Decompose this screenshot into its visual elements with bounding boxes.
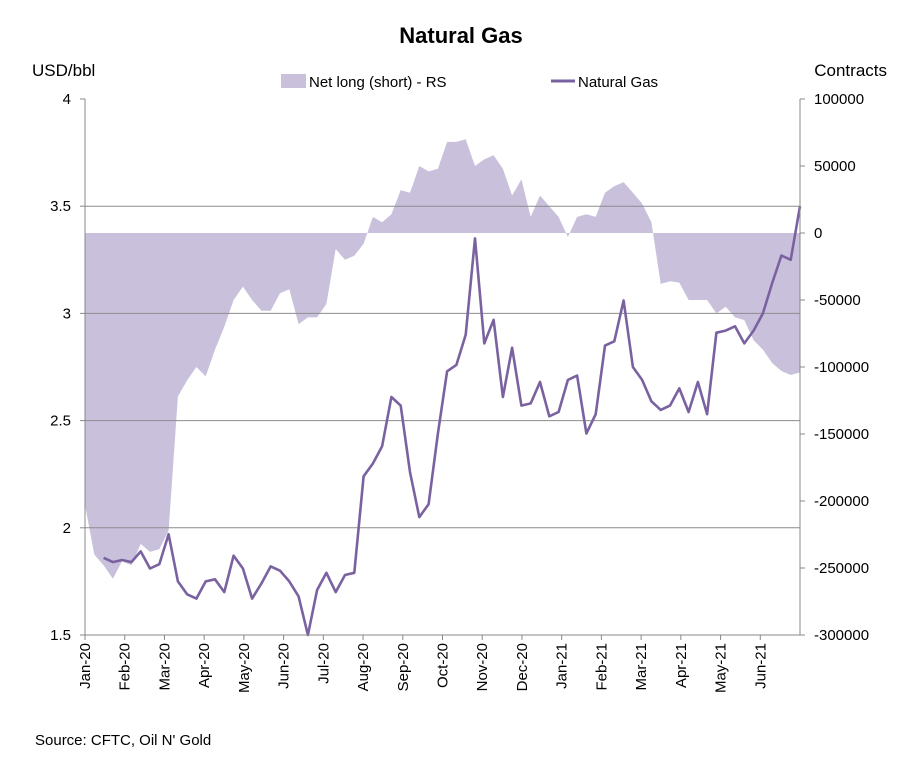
right-tick-label: -150000 [814,426,869,443]
x-tick-label: Nov-20 [474,643,491,691]
x-axis-ticks: Jan-20 Feb-20 Mar-20 Apr-20 May-20 Jun-20 Jul-… [77,635,769,693]
legend-area-swatch [281,74,306,88]
x-tick-label: Jan-21 [554,643,571,689]
left-tick-label: 3 [63,305,71,322]
x-tick-label: Jul-20 [315,643,332,684]
right-tick-label: 50000 [814,158,856,175]
plot-area [84,99,802,637]
left-axis-ticks: 4 3.5 3 2.5 2 1.5 [50,91,85,644]
right-tick-label: -100000 [814,359,869,376]
x-tick-label: Sep-20 [395,643,412,691]
x-tick-label: Mar-20 [156,643,173,691]
net-long-area [85,139,800,579]
legend-line-label: Natural Gas [578,74,658,91]
right-tick-label: 0 [814,225,822,242]
left-tick-label: 2 [63,520,71,537]
right-tick-label: -200000 [814,493,869,510]
right-tick-label: 100000 [814,91,864,108]
x-tick-label: Jun-20 [276,643,293,689]
right-axis-title: Contracts [814,61,887,80]
area-layer [85,139,800,579]
x-tick-label: Feb-20 [117,643,134,691]
chart-title: Natural Gas [399,23,523,48]
x-tick-label: May-20 [236,643,253,693]
x-tick-label: Jan-20 [77,643,94,689]
line-layer [103,205,802,637]
right-tick-label: -50000 [814,292,861,309]
natural-gas-line [103,205,802,637]
left-tick-label: 1.5 [50,627,71,644]
source-note: Source: CFTC, Oil N' Gold [35,732,211,749]
left-tick-label: 4 [63,91,71,108]
x-tick-label: Feb-21 [593,643,610,691]
left-axis-title: USD/bbl [32,61,95,80]
x-tick-label: Aug-20 [355,643,372,691]
gridlines [85,205,800,529]
x-tick-label: Apr-21 [673,643,690,688]
x-tick-label: Apr-20 [196,643,213,688]
legend: Net long (short) - RS Natural Gas [281,74,658,91]
x-tick-label: Oct-20 [435,643,452,688]
x-tick-label: Dec-20 [514,643,531,691]
x-tick-label: Jun-21 [752,643,769,689]
x-tick-label: Mar-21 [633,643,650,691]
right-tick-label: -250000 [814,560,869,577]
left-tick-label: 2.5 [50,413,71,430]
right-tick-label: -300000 [814,627,869,644]
right-axis-ticks: 100000 50000 0 -50000 -100000 -150000 -200000 -… [800,91,869,644]
left-tick-label: 3.5 [50,198,71,215]
legend-area-label: Net long (short) - RS [309,74,447,91]
x-tick-label: May-21 [713,643,730,693]
